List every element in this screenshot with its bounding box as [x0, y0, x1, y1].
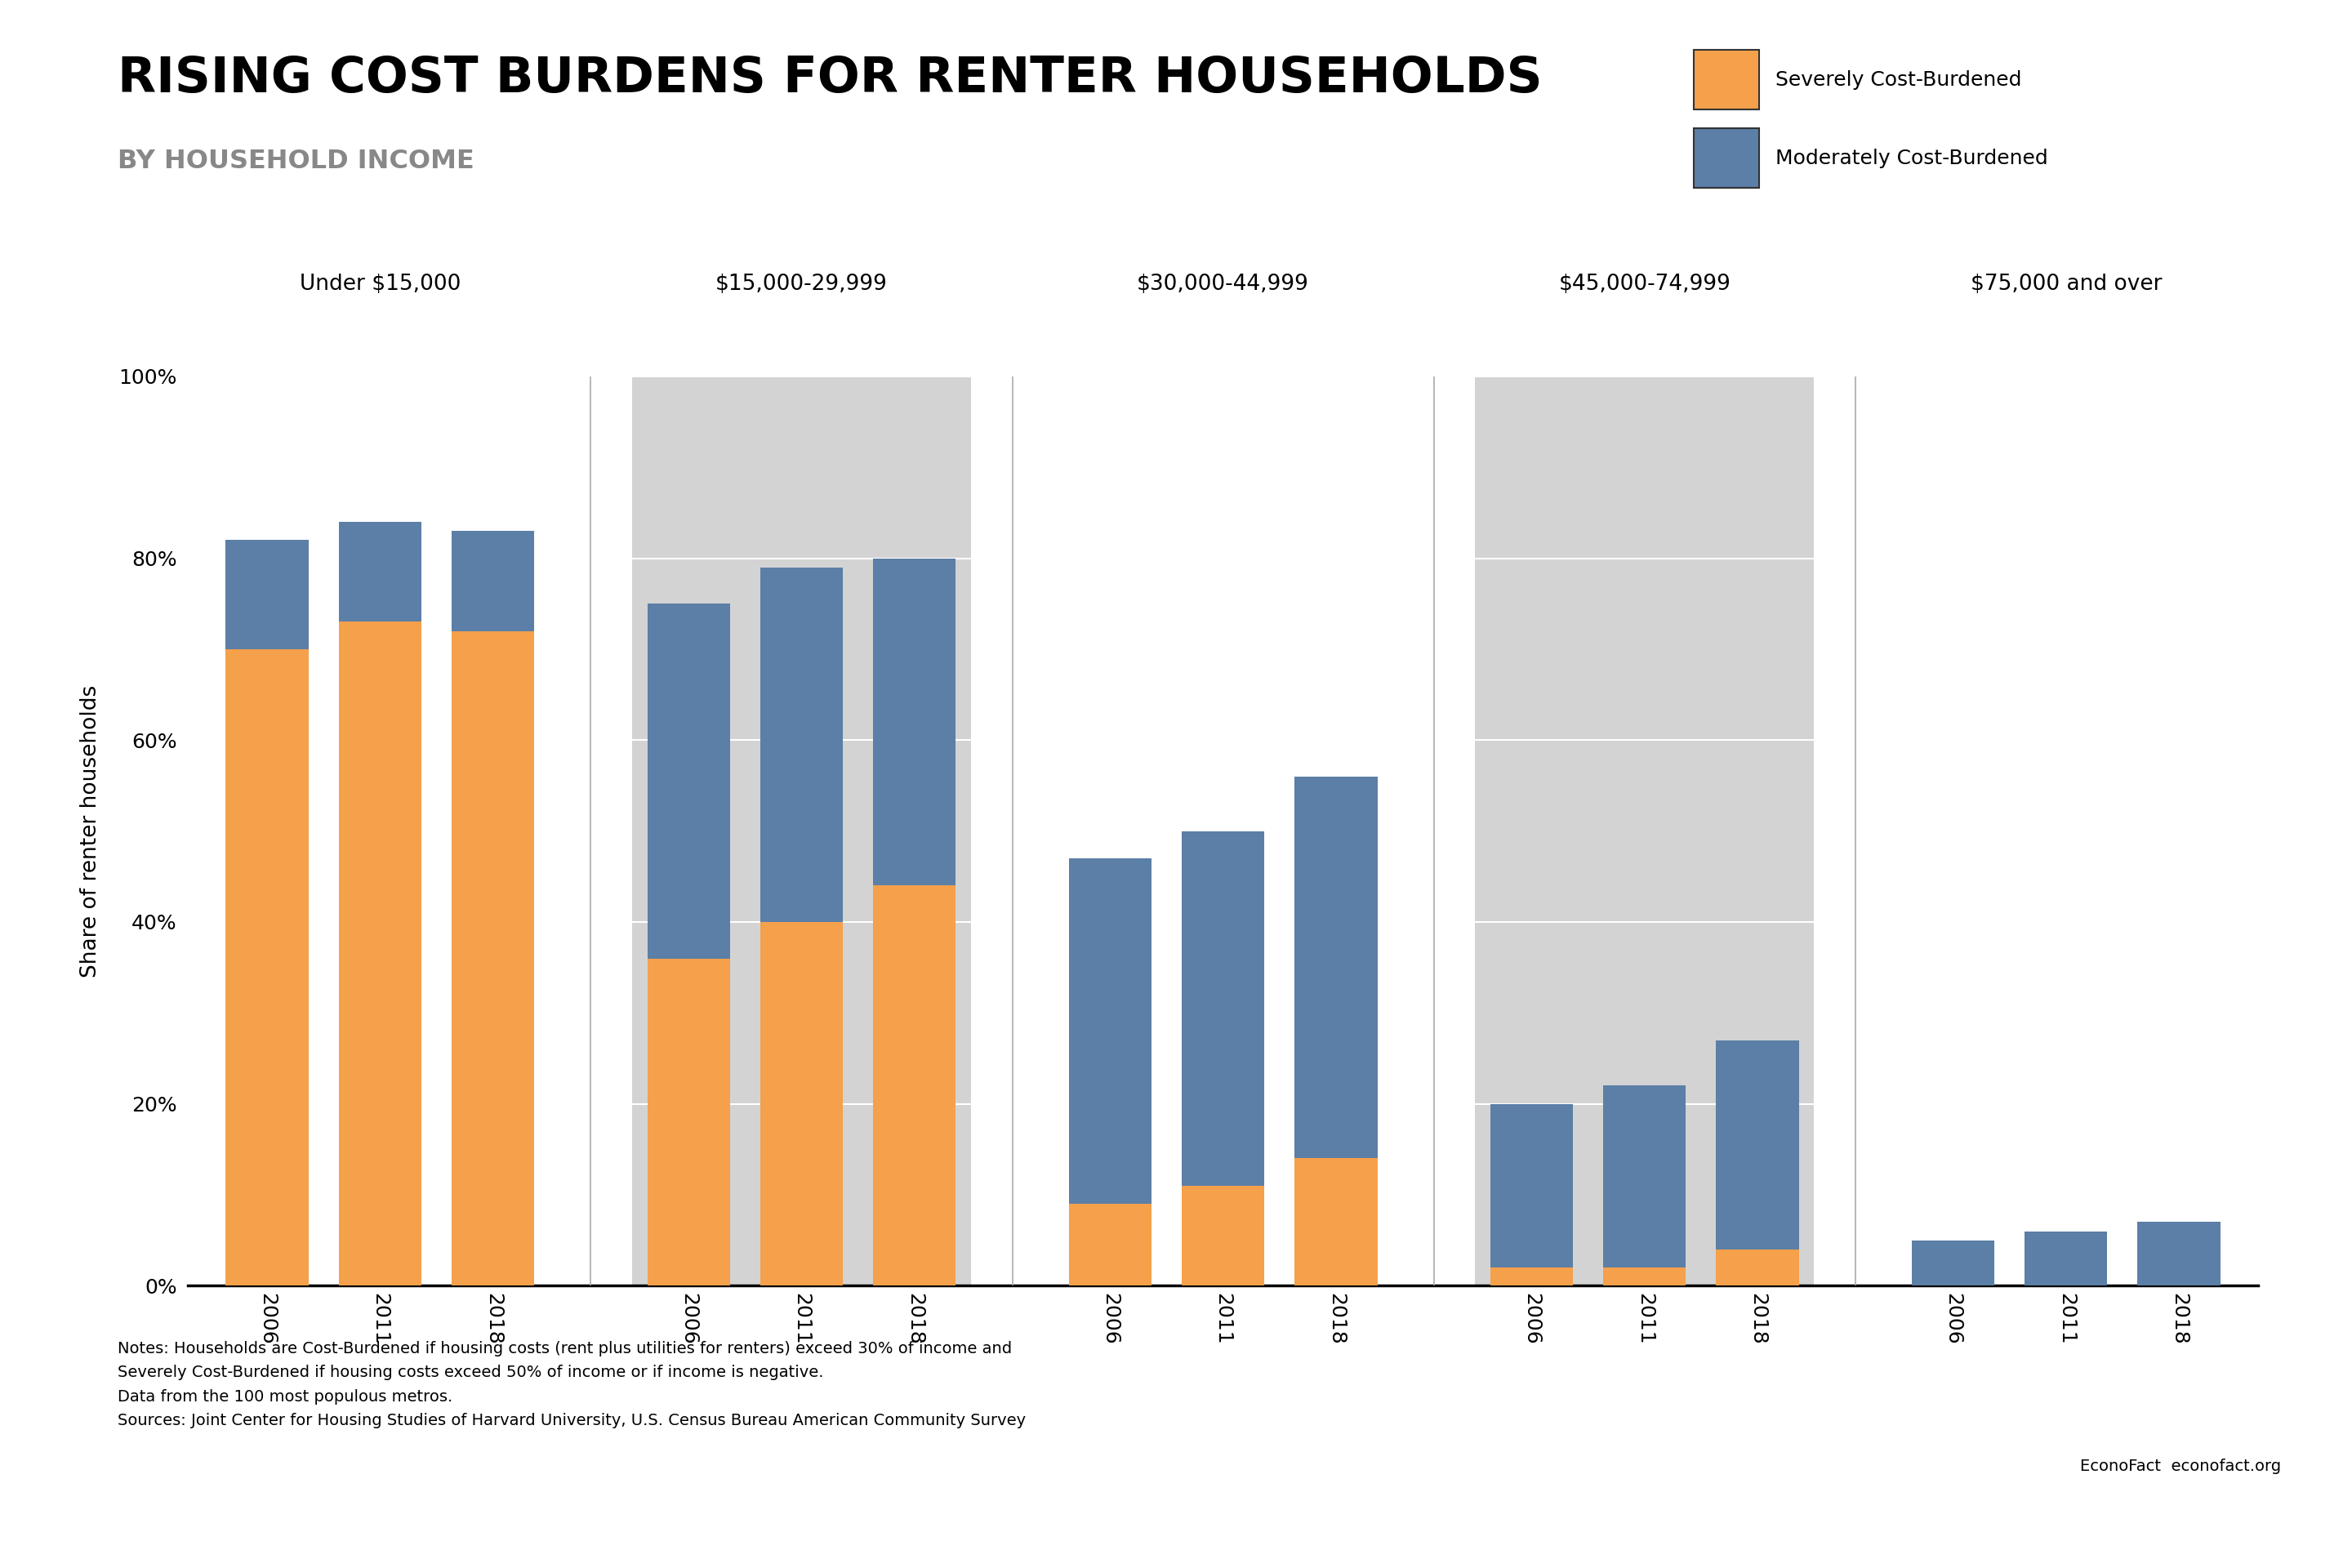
Bar	[873, 558, 955, 886]
Bar	[452, 532, 534, 630]
Bar	[633, 376, 971, 1286]
Bar	[1181, 831, 1265, 1185]
Bar	[1068, 1204, 1152, 1286]
Text: Under $15,000: Under $15,000	[299, 273, 461, 295]
Text: Notes: Households are Cost-Burdened if housing costs (rent plus utilities for re: Notes: Households are Cost-Burdened if h…	[118, 1341, 1025, 1428]
Y-axis label: Share of renter households: Share of renter households	[80, 685, 101, 977]
Text: Severely Cost-Burdened: Severely Cost-Burdened	[1776, 71, 2023, 89]
Bar	[760, 568, 842, 922]
Text: RISING COST BURDENS FOR RENTER HOUSEHOLDS: RISING COST BURDENS FOR RENTER HOUSEHOLD…	[118, 55, 1543, 103]
Bar	[2138, 1221, 2220, 1286]
Text: $30,000-44,999: $30,000-44,999	[1136, 273, 1310, 295]
Bar	[1475, 376, 1813, 1286]
Text: $75,000 and over: $75,000 and over	[1971, 273, 2161, 295]
Bar	[1604, 1085, 1686, 1267]
Bar	[1294, 776, 1378, 1159]
Bar	[2025, 1231, 2107, 1286]
Bar	[1068, 858, 1152, 1204]
Bar	[647, 604, 729, 958]
Bar	[226, 649, 308, 1286]
Text: EconoFact  econofact.org: EconoFact econofact.org	[2082, 1458, 2281, 1474]
Text: BY HOUSEHOLD INCOME: BY HOUSEHOLD INCOME	[118, 149, 475, 174]
Bar	[1181, 1185, 1265, 1286]
Text: $15,000-29,999: $15,000-29,999	[715, 273, 887, 295]
Bar	[1717, 1040, 1799, 1250]
Text: $45,000-74,999: $45,000-74,999	[1559, 273, 1731, 295]
Bar	[1294, 1159, 1378, 1286]
Bar	[1491, 1104, 1573, 1267]
Bar	[647, 958, 729, 1286]
Bar	[339, 522, 421, 622]
Bar	[226, 539, 308, 649]
Text: Moderately Cost-Burdened: Moderately Cost-Burdened	[1776, 149, 2049, 168]
Bar	[1491, 1267, 1573, 1286]
Bar	[1717, 1250, 1799, 1286]
Bar	[339, 622, 421, 1286]
Bar	[1912, 1240, 1994, 1286]
Bar	[873, 886, 955, 1286]
Bar	[452, 630, 534, 1286]
Bar	[1604, 1267, 1686, 1286]
Bar	[760, 922, 842, 1286]
